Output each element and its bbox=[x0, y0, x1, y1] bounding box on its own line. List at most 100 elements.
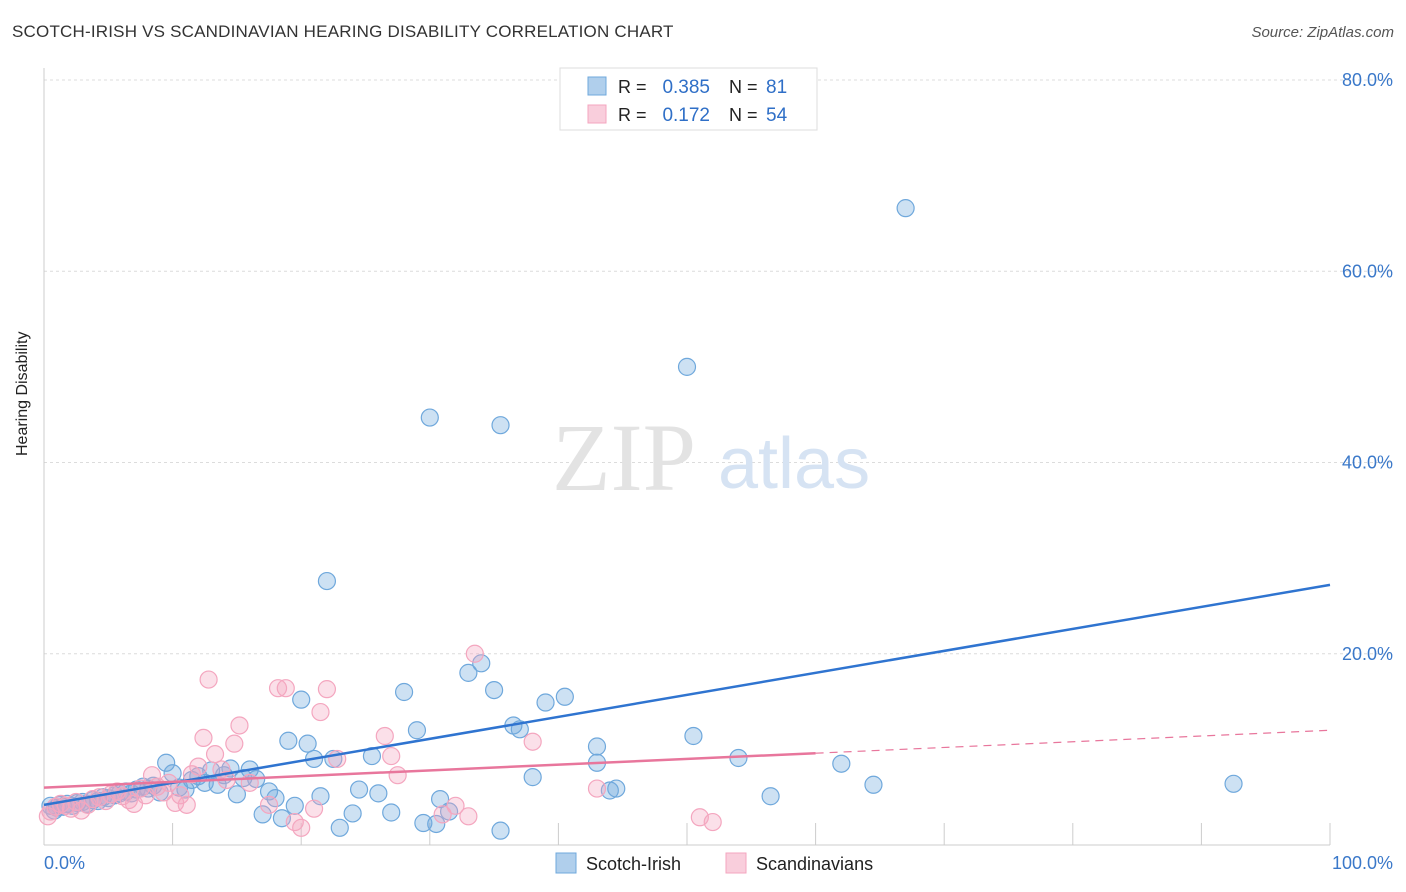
point-0-56 bbox=[394, 682, 414, 702]
point-1-47 bbox=[388, 766, 407, 785]
stats-n-label-1: N = bbox=[729, 105, 758, 125]
point-1-52 bbox=[523, 732, 542, 751]
point-0-43 bbox=[285, 796, 304, 815]
point-0-42 bbox=[279, 731, 298, 750]
point-1-50 bbox=[459, 807, 478, 826]
point-0-57 bbox=[407, 721, 427, 740]
point-0-65 bbox=[485, 680, 504, 700]
point-0-71 bbox=[536, 693, 555, 712]
point-0-59 bbox=[420, 408, 439, 427]
stats-n-value-1: 54 bbox=[766, 105, 788, 126]
watermark-zip: ZIP bbox=[552, 404, 696, 511]
series-scandinavians-points bbox=[38, 644, 722, 837]
point-1-25 bbox=[177, 795, 196, 814]
y-tick-label-20: 20.0% bbox=[1342, 644, 1393, 664]
x-tick-label-100: 100.0% bbox=[1332, 853, 1393, 873]
point-0-61 bbox=[430, 789, 450, 809]
point-1-24 bbox=[171, 786, 190, 805]
y-tick-label-80: 80.0% bbox=[1342, 70, 1393, 90]
point-1-0 bbox=[38, 807, 57, 826]
point-1-28 bbox=[194, 728, 213, 748]
point-1-43 bbox=[317, 680, 337, 699]
point-0-38 bbox=[253, 805, 272, 824]
legend-label-1: Scandinavians bbox=[756, 854, 873, 874]
x-tick-label-0: 0.0% bbox=[44, 853, 85, 873]
stats-r-label-0: R = bbox=[618, 77, 647, 97]
stats-swatch-1 bbox=[587, 104, 607, 124]
y-tick-label-40: 40.0% bbox=[1342, 453, 1393, 473]
point-1-36 bbox=[259, 795, 279, 814]
point-0-54 bbox=[369, 784, 388, 803]
point-0-70 bbox=[523, 768, 542, 787]
point-1-30 bbox=[205, 745, 225, 764]
stats-r-value-1: 0.172 bbox=[662, 105, 710, 126]
legend-label-0: Scotch-Irish bbox=[586, 854, 681, 874]
point-0-77 bbox=[677, 357, 697, 376]
chart-title: SCOTCH-IRISH VS SCANDINAVIAN HEARING DIS… bbox=[12, 22, 674, 41]
point-1-49 bbox=[446, 796, 465, 815]
point-0-60 bbox=[427, 814, 446, 834]
trend-lines bbox=[43, 583, 1331, 807]
y-axis-label: Hearing Disability bbox=[14, 331, 31, 457]
stats-r-value-0: 0.385 bbox=[662, 77, 710, 98]
point-1-34 bbox=[230, 716, 249, 735]
stats-r-label-1: R = bbox=[618, 105, 647, 125]
point-0-40 bbox=[266, 789, 285, 808]
point-1-55 bbox=[703, 812, 722, 832]
watermark: ZIP atlas bbox=[552, 404, 870, 511]
point-0-63 bbox=[459, 663, 478, 682]
point-0-34 bbox=[227, 785, 246, 804]
point-0-48 bbox=[317, 571, 337, 591]
point-0-23 bbox=[157, 753, 176, 772]
stats-swatch-0 bbox=[587, 76, 607, 96]
point-0-67 bbox=[491, 821, 510, 840]
stats-n-value-0: 81 bbox=[766, 77, 787, 98]
point-0-50 bbox=[330, 818, 349, 837]
y-axis-label-wrap: Hearing Disability bbox=[14, 332, 32, 457]
source-credit: Source: ZipAtlas.com bbox=[1251, 24, 1394, 41]
series-scotch-irish-points bbox=[41, 199, 1243, 840]
point-0-44 bbox=[292, 690, 311, 709]
point-0-81 bbox=[832, 754, 851, 773]
point-0-64 bbox=[472, 654, 491, 673]
point-0-55 bbox=[382, 803, 401, 822]
point-0-78 bbox=[684, 726, 703, 746]
trend-line-dashed-1 bbox=[815, 729, 1331, 754]
point-1-37 bbox=[268, 679, 288, 698]
stats-legend: R = 0.385 N = 81 R = 0.172 N = 54 bbox=[559, 67, 818, 131]
point-0-82 bbox=[864, 775, 883, 794]
point-0-52 bbox=[349, 780, 369, 799]
point-1-46 bbox=[382, 746, 401, 766]
point-1-40 bbox=[292, 818, 311, 837]
watermark-atlas: atlas bbox=[718, 424, 870, 504]
series-legend: Scotch-Irish Scandinavians bbox=[555, 852, 873, 874]
point-0-58 bbox=[414, 813, 433, 833]
point-0-84 bbox=[1224, 774, 1243, 793]
point-1-38 bbox=[276, 679, 295, 698]
legend-swatch-0 bbox=[555, 852, 577, 874]
point-0-72 bbox=[555, 687, 574, 706]
point-0-51 bbox=[343, 804, 362, 823]
trend-line-1 bbox=[43, 751, 816, 789]
point-1-29 bbox=[199, 670, 218, 689]
point-1-35 bbox=[240, 773, 259, 792]
stats-n-label-0: N = bbox=[729, 77, 758, 97]
point-0-76 bbox=[607, 779, 626, 798]
y-tick-label-60: 60.0% bbox=[1342, 261, 1393, 281]
point-0-80 bbox=[761, 787, 780, 806]
point-1-27 bbox=[189, 757, 208, 776]
point-0-66 bbox=[491, 416, 510, 435]
point-1-48 bbox=[433, 805, 452, 824]
grid-lines bbox=[44, 79, 1392, 655]
point-0-83 bbox=[896, 199, 915, 218]
data-points bbox=[38, 199, 1243, 840]
point-1-53 bbox=[587, 779, 607, 798]
point-1-51 bbox=[465, 644, 484, 663]
point-0-45 bbox=[298, 734, 317, 753]
point-1-42 bbox=[311, 702, 330, 722]
legend-swatch-1 bbox=[725, 852, 747, 874]
trend-line-0 bbox=[43, 583, 1331, 807]
point-1-33 bbox=[225, 734, 244, 753]
axes bbox=[43, 68, 1331, 846]
